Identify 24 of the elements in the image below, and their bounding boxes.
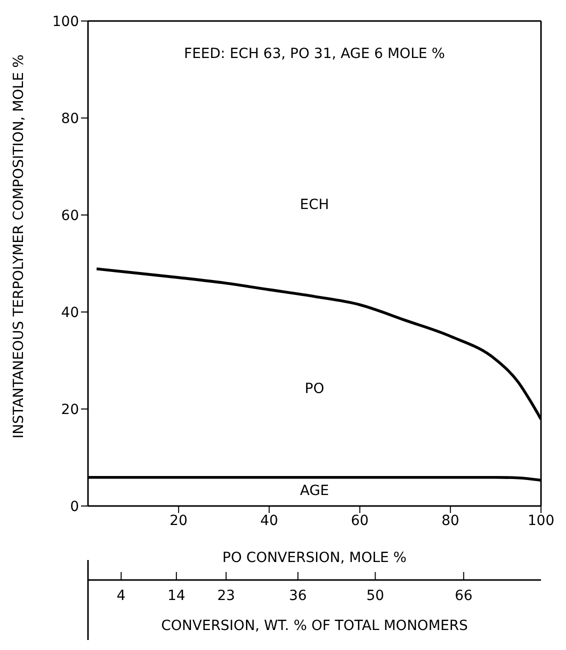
x2-tick-label: 4 — [116, 588, 126, 604]
y-tick-label: 40 — [61, 304, 79, 321]
annotation: PO — [304, 380, 326, 398]
x-tick-label: 80 — [441, 512, 460, 529]
x2-tick-label: 66 — [454, 588, 473, 604]
y-tick-label: 60 — [61, 208, 79, 224]
y-axis-title: INSTANTANEOUS TERPOLYMER COMPOSITION, MOLE % — [10, 54, 27, 438]
y-tick-label: 100 — [52, 14, 79, 30]
y-tick-label: 0 — [70, 498, 79, 515]
x-tick-label: 100 — [528, 512, 554, 529]
x2-tick-label: 50 — [366, 588, 384, 604]
x2-tick-label: 23 — [217, 588, 236, 604]
x-tick-label: 40 — [260, 512, 278, 529]
y-tick-label: 80 — [61, 110, 79, 127]
annotation: ECH — [298, 196, 330, 214]
x-tick-label: 60 — [350, 512, 369, 529]
annotation: AGE — [298, 482, 330, 500]
x2-tick-label: 36 — [289, 588, 307, 604]
x2-axis-title: CONVERSION, WT. % OF TOTAL MONOMERS — [161, 618, 468, 634]
x-axis-title: PO CONVERSION, MOLE % — [222, 550, 407, 566]
x-tick-label: 20 — [170, 512, 188, 529]
annotation: FEED: ECH 63, PO 31, AGE 6 MOLE % — [183, 45, 446, 64]
x2-tick-label: 14 — [167, 588, 186, 604]
y-tick-label: 20 — [61, 402, 79, 418]
